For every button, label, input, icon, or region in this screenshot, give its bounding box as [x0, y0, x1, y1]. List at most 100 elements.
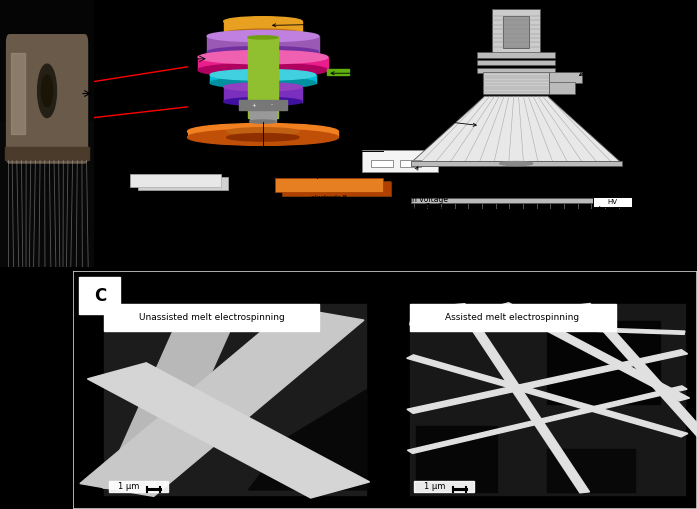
Polygon shape [411, 96, 622, 163]
Text: HV: HV [608, 199, 618, 205]
Bar [410, 304, 616, 331]
Polygon shape [407, 350, 688, 413]
Text: electrode B: electrode B [312, 195, 347, 200]
Text: electric
heating rings: electric heating rings [396, 49, 480, 79]
Ellipse shape [250, 120, 276, 123]
Bar [492, 9, 540, 56]
Bar [79, 277, 120, 314]
FancyBboxPatch shape [6, 35, 88, 163]
Circle shape [38, 64, 56, 118]
Text: +: + [252, 102, 256, 107]
Bar [549, 72, 583, 83]
Bar [11, 53, 25, 134]
Text: air pressure
gun: air pressure gun [579, 49, 628, 75]
Text: 1 μm: 1 μm [118, 482, 139, 491]
Text: electrode A: electrode A [100, 119, 187, 134]
Text: electrode A: electrode A [390, 167, 433, 184]
Ellipse shape [207, 31, 319, 42]
Text: D₁: D₁ [181, 126, 189, 131]
Text: D2: D2 [634, 179, 643, 185]
Ellipse shape [227, 133, 299, 141]
Polygon shape [455, 304, 590, 493]
Polygon shape [410, 322, 685, 334]
Polygon shape [103, 312, 237, 492]
Bar [483, 72, 549, 94]
Bar [547, 321, 659, 404]
Bar [477, 52, 556, 58]
Text: 1 μm: 1 μm [424, 482, 445, 491]
Text: C: C [94, 287, 106, 305]
Bar [250, 109, 276, 122]
Polygon shape [137, 177, 228, 190]
Text: high voltage
power supply: high voltage power supply [570, 207, 622, 234]
Bar [416, 426, 498, 492]
Text: high voltage
power supply: high voltage power supply [400, 174, 451, 214]
Polygon shape [579, 303, 697, 493]
Ellipse shape [227, 128, 299, 135]
Bar [187, 131, 338, 137]
Ellipse shape [500, 161, 533, 165]
Polygon shape [406, 355, 688, 437]
Bar [410, 304, 684, 495]
Polygon shape [130, 174, 221, 187]
Text: D₂: D₂ [181, 132, 189, 137]
Text: D1: D1 [634, 127, 643, 133]
Bar [415, 481, 474, 492]
Polygon shape [275, 178, 383, 192]
Bar [199, 57, 328, 70]
Bar [248, 38, 278, 118]
Bar [411, 161, 622, 166]
Bar [503, 16, 530, 48]
Bar [105, 304, 319, 331]
Text: cone-shape
nozzle: cone-shape nozzle [306, 85, 401, 104]
Polygon shape [282, 181, 391, 195]
Ellipse shape [210, 77, 316, 88]
Ellipse shape [248, 36, 278, 39]
Polygon shape [248, 390, 367, 490]
Text: cone-shape
nozzle: cone-shape nozzle [390, 108, 476, 127]
Ellipse shape [224, 83, 302, 91]
Bar [224, 87, 302, 102]
FancyBboxPatch shape [362, 150, 438, 173]
Bar [547, 449, 635, 492]
Polygon shape [80, 307, 364, 496]
Bar [210, 75, 316, 83]
Ellipse shape [224, 29, 302, 38]
FancyBboxPatch shape [592, 197, 632, 207]
Text: B: B [426, 8, 437, 23]
Text: Assisted melt electrospinning: Assisted melt electrospinning [445, 313, 579, 322]
Text: air pressure
gun: air pressure gun [331, 64, 402, 83]
FancyBboxPatch shape [239, 100, 287, 109]
Ellipse shape [198, 50, 328, 64]
Polygon shape [408, 386, 687, 454]
Bar [477, 68, 556, 73]
Bar [549, 82, 574, 94]
Bar [208, 36, 319, 52]
Text: feed inlet: feed inlet [273, 19, 360, 29]
Polygon shape [87, 363, 369, 498]
Bar [105, 304, 367, 495]
Circle shape [41, 75, 53, 107]
Bar [0, 0, 94, 120]
FancyBboxPatch shape [372, 160, 392, 167]
Bar [109, 481, 168, 492]
Text: feed inlet: feed inlet [544, 17, 613, 35]
Ellipse shape [207, 46, 319, 58]
Ellipse shape [187, 124, 338, 139]
Text: A: A [172, 8, 184, 23]
Bar [224, 21, 302, 34]
Ellipse shape [224, 17, 302, 26]
Bar [411, 199, 622, 203]
Ellipse shape [198, 63, 328, 77]
Text: nonwoven: nonwoven [159, 190, 192, 195]
Text: -: - [271, 102, 273, 107]
FancyBboxPatch shape [400, 160, 422, 167]
Bar [328, 69, 348, 75]
Bar [477, 60, 556, 66]
Ellipse shape [187, 129, 338, 146]
Ellipse shape [224, 98, 302, 105]
Text: electric
heating rings: electric heating rings [109, 38, 205, 58]
Text: Unassisted melt electrospinning: Unassisted melt electrospinning [139, 313, 284, 322]
Bar [5, 147, 89, 160]
Polygon shape [498, 303, 689, 401]
